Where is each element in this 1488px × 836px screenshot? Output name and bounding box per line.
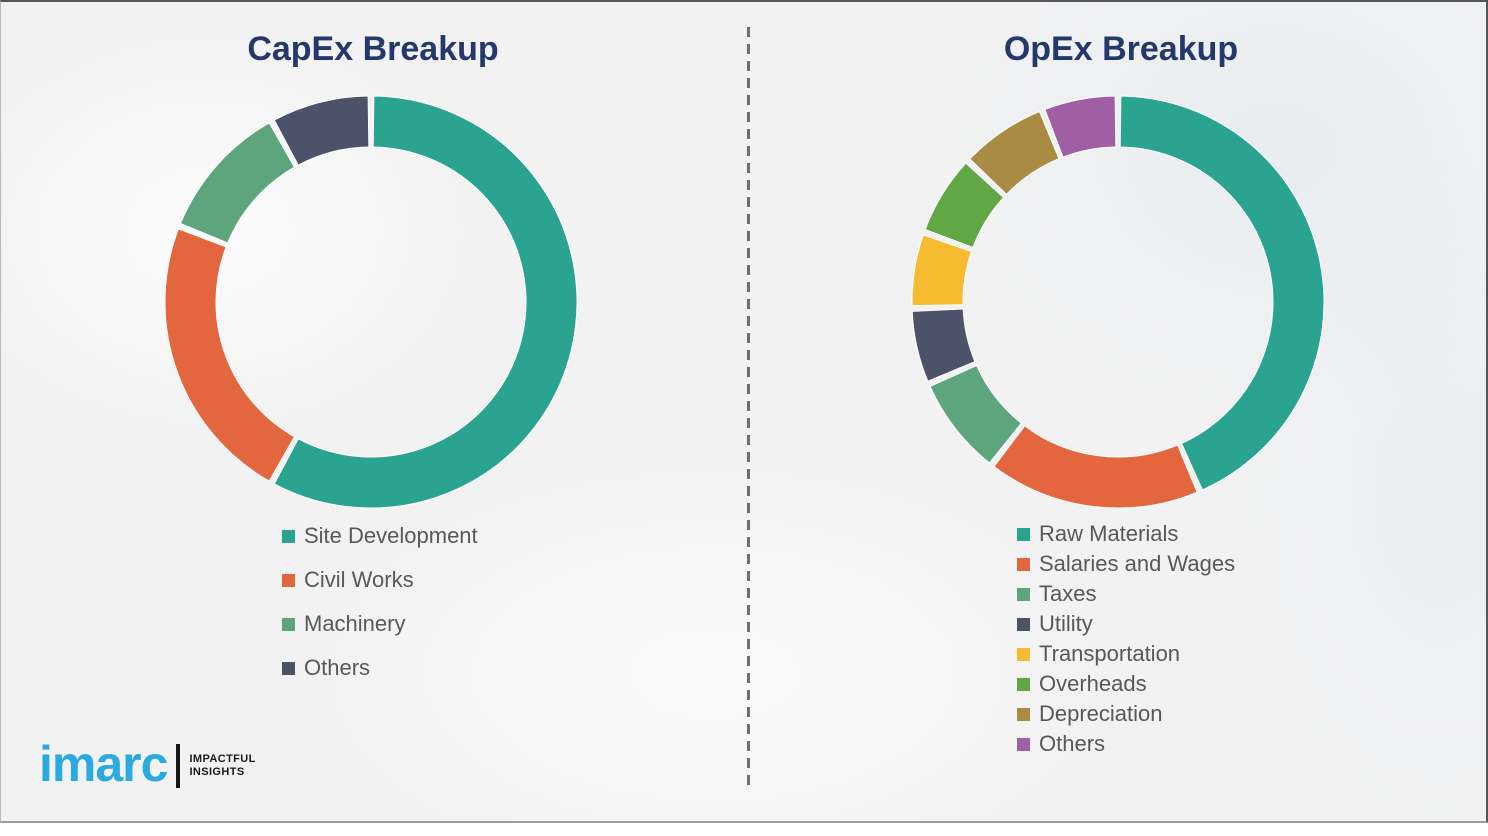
- donut-segment: [164, 228, 296, 482]
- capex-chart-title: CapEx Breakup: [247, 30, 499, 68]
- legend-item: Others: [282, 646, 478, 690]
- donut-segment: [929, 364, 1023, 464]
- capex-donut-chart: [164, 95, 578, 509]
- legend-label: Others: [1039, 731, 1106, 756]
- legend-item: Salaries and Wages: [1017, 549, 1235, 579]
- legend-label: Taxes: [1039, 581, 1097, 606]
- donut-segment: [969, 110, 1060, 196]
- legend-label: Machinery: [304, 611, 406, 636]
- logo-tagline-line2: INSIGHTS: [189, 766, 245, 778]
- donut-segment: [273, 95, 370, 166]
- imarc-logo: imarc IMPACTFUL INSIGHTS: [39, 739, 256, 789]
- legend-swatch: [282, 529, 295, 543]
- donut-segment: [179, 122, 296, 244]
- legend-item: Overheads: [1017, 669, 1235, 699]
- legend-swatch: [1017, 617, 1030, 631]
- donut-segment: [1119, 95, 1325, 491]
- legend-item: Civil Works: [282, 558, 478, 602]
- donut-segment: [273, 95, 578, 509]
- legend-label: Site Development: [304, 523, 478, 548]
- legend-label: Overheads: [1039, 671, 1147, 696]
- legend-swatch: [1017, 647, 1030, 661]
- dashed-divider-line: [747, 27, 750, 792]
- donut-segment: [911, 234, 973, 307]
- logo-tagline: IMPACTFUL INSIGHTS: [189, 753, 255, 779]
- legend-label: Others: [304, 655, 371, 680]
- legend-swatch: [1017, 737, 1030, 751]
- donut-segment: [924, 162, 1005, 249]
- legend-swatch: [282, 661, 295, 675]
- legend-item: Raw Materials: [1017, 519, 1235, 549]
- legend-item: Taxes: [1017, 579, 1235, 609]
- donut-segment: [1044, 95, 1117, 158]
- legend-item: Transportation: [1017, 639, 1235, 669]
- legend-label: Raw Materials: [1039, 521, 1179, 546]
- legend-label: Civil Works: [304, 567, 414, 592]
- opex-chart-title: OpEx Breakup: [1003, 30, 1239, 68]
- opex-donut-chart: [911, 95, 1325, 509]
- legend-swatch: [1017, 677, 1030, 691]
- legend-item: Utility: [1017, 609, 1235, 639]
- donut-segment: [911, 308, 976, 382]
- legend-swatch: [1017, 527, 1030, 541]
- capex-legend: Site Development Civil Works Machinery Othe…: [282, 514, 478, 690]
- opex-legend: Raw Materials Salaries and Wages Taxes Util…: [1017, 519, 1235, 759]
- imarc-wordmark: imarc: [39, 736, 168, 792]
- legend-item: Depreciation: [1017, 699, 1235, 729]
- legend-item: Site Development: [282, 514, 478, 558]
- logo-tagline-line1: IMPACTFUL: [189, 752, 256, 765]
- logo-divider-bar: [176, 744, 181, 788]
- legend-swatch: [282, 617, 295, 631]
- legend-item: Others: [1017, 729, 1235, 759]
- legend-swatch: [282, 573, 295, 587]
- legend-label: Utility: [1039, 611, 1093, 636]
- legend-label: Transportation: [1039, 641, 1181, 666]
- legend-label: Salaries and Wages: [1039, 551, 1236, 576]
- legend-label: Depreciation: [1039, 701, 1163, 726]
- legend-item: Machinery: [282, 602, 478, 646]
- legend-swatch: [1017, 557, 1030, 571]
- legend-swatch: [1017, 587, 1030, 601]
- donut-segment: [993, 425, 1198, 509]
- legend-swatch: [1017, 707, 1030, 721]
